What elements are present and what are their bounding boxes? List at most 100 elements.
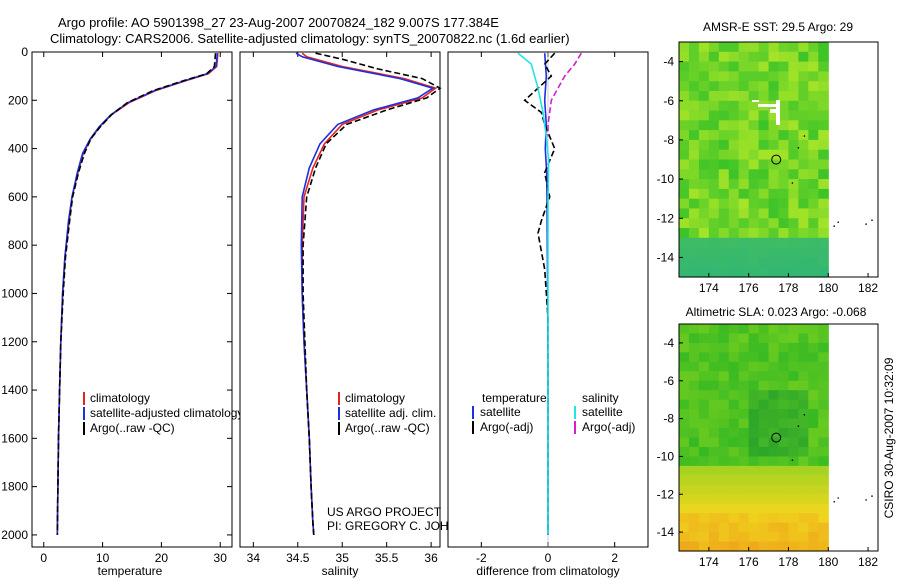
map-cell [728, 237, 740, 249]
map-cell [718, 333, 730, 344]
map-cell [728, 418, 740, 429]
map-cell [748, 237, 760, 249]
map-cell [688, 456, 700, 467]
map-cell [818, 198, 829, 210]
map-cell [718, 169, 730, 180]
map-cell [738, 437, 750, 448]
map-cell [728, 42, 740, 53]
map-cell [808, 228, 819, 239]
map-cell [778, 130, 790, 141]
map-cell [748, 100, 760, 112]
map-cell [778, 257, 790, 268]
map-cell [778, 494, 790, 505]
map-cell [768, 149, 780, 161]
sla-map-panel: Altimetric SLA: 0.023 Argo: -0.068 174 17… [657, 305, 879, 569]
map-cell [798, 333, 809, 344]
map-y-tick-label: -10 [657, 172, 675, 186]
x-tick-label: -2 [476, 551, 487, 565]
map-cell [798, 361, 809, 372]
map-cell [808, 428, 819, 439]
map-cell [728, 159, 740, 170]
map-cell [698, 100, 710, 112]
map-cell [738, 333, 750, 344]
map-cell [688, 541, 700, 552]
map-cell [798, 51, 809, 63]
map-cell [679, 61, 690, 72]
x-tick-label: 36 [424, 551, 438, 565]
map-cell [788, 179, 799, 190]
map-cell [718, 267, 730, 278]
map-cell [698, 81, 710, 92]
map-cell [679, 446, 690, 458]
map-cell [818, 51, 829, 63]
legend-label-argo: Argo(..raw -QC) [345, 421, 430, 435]
map-cell [718, 456, 730, 467]
map-cell [748, 179, 760, 190]
map-cell [748, 513, 760, 524]
map-cell [748, 208, 760, 219]
map-cell [708, 494, 720, 505]
map-cell [808, 522, 819, 533]
map-cell [728, 532, 740, 543]
map-cell [688, 110, 700, 121]
map-cell [808, 188, 819, 200]
map-cell [778, 228, 790, 239]
map-cell [808, 437, 819, 448]
map-cell [698, 218, 710, 229]
map-cell [778, 456, 790, 467]
map-cell [688, 130, 700, 141]
map-cell [798, 61, 809, 72]
map-cell [698, 484, 710, 495]
map-x-tick-label: 176 [739, 281, 759, 295]
x-tick-label: 0 [40, 551, 47, 565]
map-cell [808, 418, 819, 429]
map-cell [788, 324, 799, 335]
map-cell [808, 51, 819, 63]
legend-label-satellite-adj: satellite adj. clim. [345, 406, 436, 420]
map-cell [708, 409, 720, 420]
map-cell [698, 120, 710, 131]
map-cell [758, 130, 770, 141]
map-cell [798, 149, 809, 161]
map-cell [808, 169, 819, 180]
map-cell [798, 90, 809, 102]
map-cell [818, 149, 829, 161]
map-cell [818, 371, 829, 382]
map-cell [788, 513, 799, 524]
map-cell [818, 100, 829, 112]
map-cell [728, 522, 740, 533]
map-cell [679, 352, 690, 363]
map-cell [679, 81, 690, 92]
map-border [678, 323, 879, 552]
salinity-axes-frame [239, 51, 441, 548]
map-cell [738, 380, 750, 391]
map-cell [688, 159, 700, 170]
map-cell [758, 446, 770, 458]
map-cell [758, 342, 770, 353]
map-cell [778, 188, 790, 200]
map-cell [688, 208, 700, 219]
map-cell [718, 446, 730, 458]
map-cell [748, 247, 760, 259]
map-cell [768, 456, 780, 467]
map-cell [738, 465, 750, 476]
map-cell [748, 390, 760, 401]
map-cell [748, 541, 760, 552]
y-tick-label: 2000 [1, 528, 28, 542]
map-cell [778, 446, 790, 458]
map-cell [728, 208, 740, 219]
map-cell [688, 484, 700, 495]
legend-label-sal-satellite: satellite [582, 405, 623, 419]
map-cell [728, 352, 740, 363]
map-cell [798, 198, 809, 210]
map-y-tick-label: -4 [663, 55, 674, 69]
coast-dot [833, 225, 835, 227]
map-cell [679, 228, 690, 239]
map-cell [788, 428, 799, 439]
map-cell [708, 179, 720, 190]
map-cell [688, 532, 700, 543]
map-cell [718, 208, 730, 219]
map-cell [798, 437, 809, 448]
map-cell [798, 428, 809, 439]
